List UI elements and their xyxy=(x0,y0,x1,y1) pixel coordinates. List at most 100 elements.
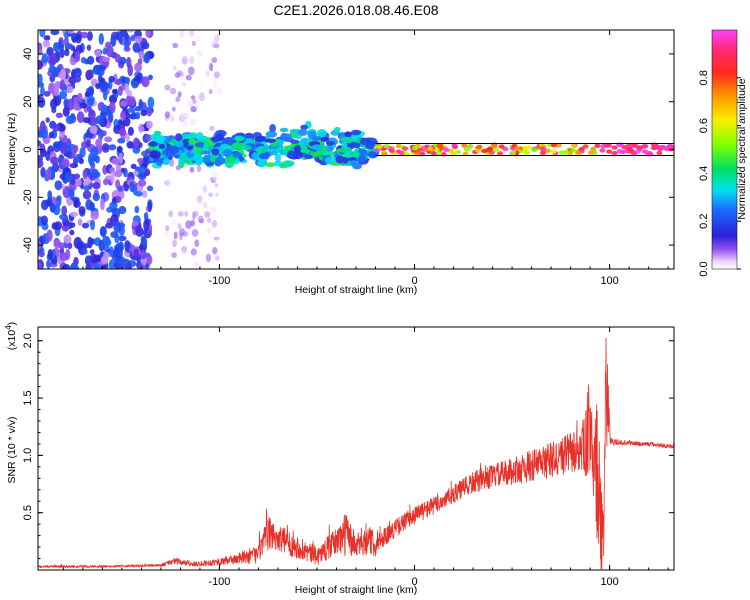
colorbar-tick-label: 0.2 xyxy=(698,214,710,229)
heatmap-cell xyxy=(156,158,163,166)
heatmap-cell xyxy=(168,210,174,218)
heatmap-cell xyxy=(99,80,109,92)
heatmap-cell xyxy=(311,144,323,151)
heatmap-cell xyxy=(169,87,177,95)
heatmap-cell xyxy=(563,150,570,155)
heatmap-cell xyxy=(169,158,175,167)
heatmap-cell xyxy=(438,145,445,150)
heatmap-cell xyxy=(38,97,46,108)
heatmap-cell xyxy=(158,143,166,149)
heatmap-cell xyxy=(104,136,113,143)
colorbar-ticks: 0.0 0.2 0.4 0.6 0.8 xyxy=(698,70,741,277)
heatmap-cell xyxy=(54,221,63,231)
heatmap-cell xyxy=(172,106,176,112)
heatmap-cell xyxy=(258,153,270,160)
heatmap-cell xyxy=(188,215,193,220)
heatmap-cell xyxy=(164,84,171,91)
heatmap-cell xyxy=(69,188,75,200)
heatmap-cell xyxy=(137,166,146,174)
heatmap-cell xyxy=(654,144,661,149)
spectrogram-x-axis-label: Height of straight line (km) xyxy=(295,284,418,296)
heatmap-cell xyxy=(58,242,65,250)
heatmap-cell xyxy=(367,151,377,159)
heatmap-cell xyxy=(222,149,233,158)
spectrogram-x-ticks: -100 0 100 xyxy=(62,30,669,287)
snr-y-multiplier-exp: 4 xyxy=(4,325,13,330)
heatmap-cell xyxy=(202,202,208,209)
heatmap-cell xyxy=(88,109,95,116)
heatmap-cell xyxy=(194,261,199,268)
heatmap-cell xyxy=(111,157,120,165)
heatmap-cell xyxy=(398,150,405,156)
heatmap-cell xyxy=(43,90,51,97)
heatmap-cell xyxy=(316,129,327,138)
heatmap-cell xyxy=(120,167,126,174)
heatmap-cell xyxy=(640,144,647,149)
heatmap-cell xyxy=(66,176,74,182)
heatmap-cell xyxy=(146,120,153,129)
heatmap-cell xyxy=(122,258,131,269)
heatmap-cell xyxy=(89,201,95,212)
heatmap-cell xyxy=(85,140,91,148)
heatmap-cell xyxy=(297,128,308,136)
heatmap-cell xyxy=(86,44,92,51)
heatmap-cell xyxy=(79,147,86,158)
heatmap-cell xyxy=(164,215,170,225)
heatmap-cell xyxy=(109,167,115,174)
heatmap-cell xyxy=(50,30,60,36)
heatmap-cell xyxy=(213,236,220,241)
heatmap-cell xyxy=(46,229,53,242)
heatmap-cell xyxy=(172,65,177,71)
heatmap-cell xyxy=(196,165,202,173)
heatmap-cell xyxy=(69,162,79,169)
heatmap-cell xyxy=(170,115,175,122)
heatmap-cell xyxy=(134,62,143,73)
heatmap-cell xyxy=(555,143,562,148)
heatmap-cell xyxy=(117,85,123,97)
heatmap-cell xyxy=(286,150,296,159)
heatmap-cell xyxy=(61,159,70,167)
heatmap-cell xyxy=(46,259,51,269)
snr-panel: -100 0 100 0.5 1.0 1.5 2.0 Height of straight… xyxy=(4,322,675,596)
heatmap-cell xyxy=(143,52,151,64)
heatmap-cell xyxy=(61,224,70,232)
heatmap-cell xyxy=(127,30,135,33)
heatmap-cell xyxy=(531,147,538,152)
heatmap-cell xyxy=(189,56,195,65)
heatmap-cell xyxy=(142,236,148,249)
heatmap-cell xyxy=(94,155,100,164)
y-tick-label: 40 xyxy=(22,48,34,60)
heatmap-cell xyxy=(45,117,50,123)
heatmap-cell xyxy=(175,96,181,103)
heatmap-cell xyxy=(195,157,203,166)
heatmap-cell xyxy=(40,86,45,97)
heatmap-cell xyxy=(134,205,140,214)
heatmap-cell xyxy=(115,179,121,189)
heatmap-cell xyxy=(148,141,158,147)
heatmap-cell xyxy=(60,79,65,91)
heatmap-cell xyxy=(497,151,504,156)
heatmap-cell xyxy=(138,50,145,59)
heatmap-cell xyxy=(53,85,60,97)
heatmap-cell xyxy=(184,210,189,217)
heatmap-cell xyxy=(131,111,137,120)
spectrogram-panel: -100 0 100 -40 -20 0 20 40 Height of straight … xyxy=(6,29,675,296)
heatmap-cell xyxy=(109,246,114,258)
heatmap-cell xyxy=(110,171,115,184)
heatmap-cell xyxy=(177,223,182,230)
heatmap-cell xyxy=(48,131,54,139)
snr-y-multiplier-close: ) xyxy=(6,322,18,326)
heatmap-cell xyxy=(132,42,141,53)
heatmap-cell xyxy=(342,157,349,164)
heatmap-cell xyxy=(139,249,147,260)
snr-y-axis-label: SNR (10 * v/v) xyxy=(6,416,18,483)
heatmap-cell xyxy=(110,231,118,239)
heatmap-cell xyxy=(451,143,458,148)
y-tick-label: -40 xyxy=(22,237,34,253)
heatmap-cell xyxy=(269,124,276,133)
heatmap-cell xyxy=(114,170,123,178)
heatmap-cell xyxy=(99,226,107,237)
heatmap-cell xyxy=(71,69,76,79)
heatmap-cell xyxy=(59,68,67,81)
heatmap-cell xyxy=(130,34,136,42)
